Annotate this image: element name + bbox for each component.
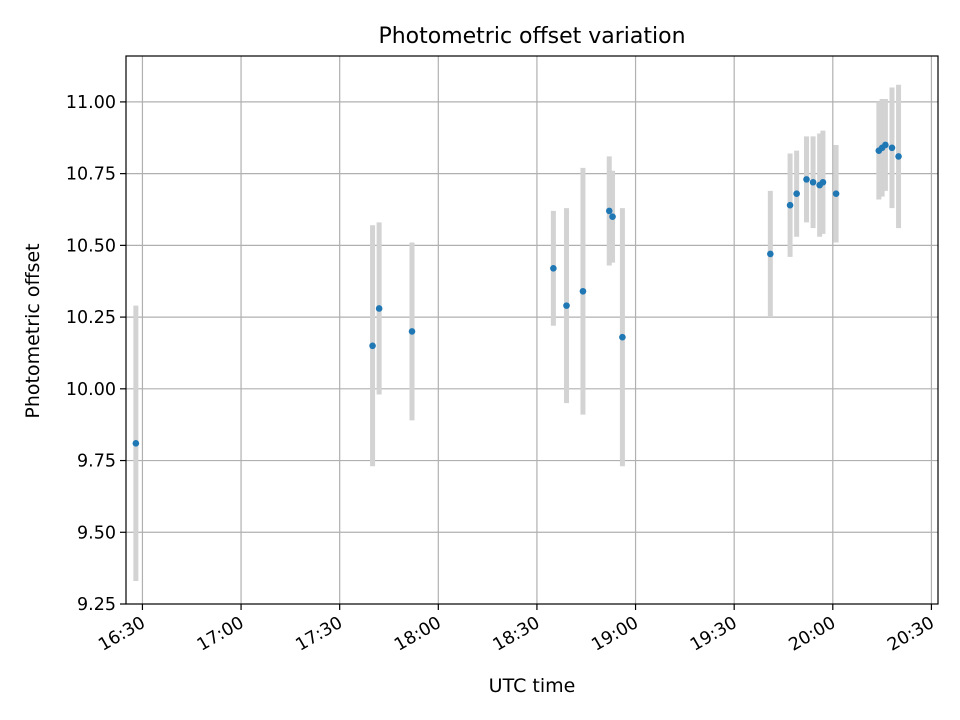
y-tick-label: 10.00 bbox=[66, 380, 116, 400]
y-axis-label: Photometric offset bbox=[22, 243, 44, 418]
y-axis-ticks: 9.25 9.50 9.75 10.00 10.25 10.50 10.75 11.00 bbox=[66, 93, 126, 615]
data-point bbox=[369, 342, 376, 350]
plot-frame bbox=[125, 55, 939, 605]
chart-title: Photometric offset variation bbox=[378, 24, 685, 49]
y-tick-label: 9.25 bbox=[77, 595, 116, 615]
data-points bbox=[132, 141, 902, 447]
y-tick-label: 10.25 bbox=[66, 308, 116, 328]
data-point bbox=[619, 333, 626, 341]
y-tick-label: 9.50 bbox=[77, 523, 116, 543]
data-point bbox=[888, 144, 896, 152]
data-point bbox=[767, 250, 774, 258]
data-point bbox=[375, 305, 383, 312]
x-axis-label: UTC time bbox=[489, 675, 576, 697]
data-point bbox=[579, 287, 587, 295]
data-point bbox=[803, 176, 810, 183]
data-point bbox=[793, 190, 800, 198]
data-point bbox=[550, 265, 557, 272]
data-point bbox=[609, 213, 616, 220]
y-tick-label: 11.00 bbox=[66, 93, 116, 113]
data-point bbox=[809, 178, 817, 186]
data-point bbox=[786, 201, 794, 209]
data-point bbox=[563, 302, 570, 309]
y-tick-label: 10.50 bbox=[66, 236, 116, 256]
data-point bbox=[832, 190, 840, 198]
grid-lines bbox=[126, 56, 938, 604]
data-point bbox=[882, 141, 889, 149]
data-point bbox=[895, 153, 902, 160]
data-point bbox=[819, 178, 827, 186]
data-point bbox=[408, 328, 416, 335]
y-tick-label: 9.75 bbox=[77, 452, 116, 472]
data-point bbox=[132, 440, 140, 447]
y-tick-label: 10.75 bbox=[66, 165, 116, 185]
data-point bbox=[605, 207, 613, 215]
